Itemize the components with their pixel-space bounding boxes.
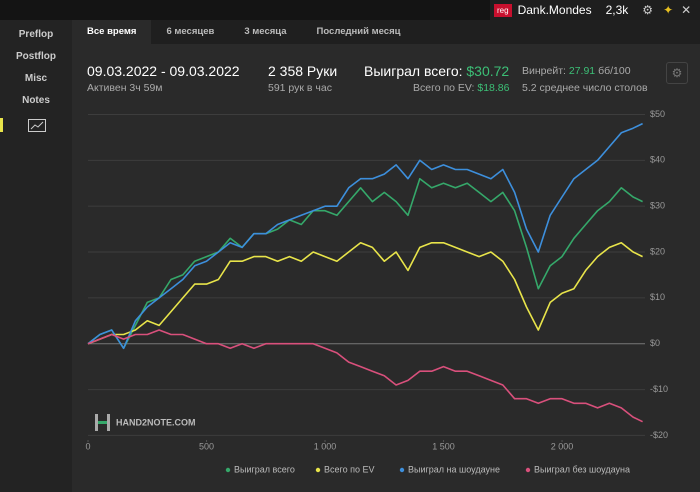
x-tick-label: 1 500 [432, 441, 455, 451]
y-tick-label: -$20 [650, 430, 668, 440]
x-tick-label: 1 000 [314, 441, 337, 451]
active-time: Активен 3ч 59м [87, 82, 163, 94]
watermark-text: HAND2NOTE.COM [116, 417, 196, 427]
legend-label: Всего по EV [324, 464, 374, 474]
legend-label: Выиграл без шоудауна [534, 464, 630, 474]
active-marker [0, 118, 3, 132]
chart-settings[interactable]: ⚙ [666, 62, 688, 84]
tab[interactable]: Все время [72, 20, 152, 44]
tables: 5.2 среднее число столов [522, 82, 648, 94]
won-label: Выиграл всего: [364, 63, 463, 79]
user-count: 2,3k [605, 3, 629, 17]
winrate-value: 27.91 [568, 65, 596, 77]
legend-marker [399, 467, 405, 473]
tab[interactable]: 3 месяца [244, 26, 287, 37]
won-stat: Выиграл всего: $30.72 [364, 63, 509, 79]
top-bar: reg Dank.Mondes 2,3k ⚙ ✦ ✕ [0, 0, 700, 20]
y-tick-label: $30 [650, 201, 665, 211]
settings-icon[interactable]: ⚙ [642, 3, 654, 17]
legend-marker [315, 467, 321, 473]
legend-label: Выиграл на шоудауне [408, 464, 500, 474]
won-value: $30.72 [466, 63, 510, 79]
series-line [87, 329, 643, 423]
hands-per-hour: 591 рук в час [268, 82, 332, 94]
sidebar-item[interactable]: Misc [24, 73, 48, 84]
close-icon[interactable]: ✕ [681, 3, 692, 17]
x-tick-label: 0 [85, 441, 90, 451]
sidebar-item[interactable]: Preflop [18, 29, 54, 40]
hands: 2 358 Руки [268, 63, 338, 79]
pin-icon[interactable]: ✦ [663, 3, 674, 17]
ev-value: $18.86 [477, 82, 510, 94]
x-tick-label: 500 [199, 441, 214, 451]
tab[interactable]: Последний месяц [316, 26, 401, 37]
sidebar-item[interactable]: Notes [22, 95, 50, 106]
sidebar-item[interactable]: Postflop [16, 51, 56, 62]
winrate-stat: Винрейт: 27.91 бб/100 [522, 65, 631, 77]
ev-label: Всего по EV: [413, 82, 475, 94]
tabs: Все время 6 месяцев 3 месяца Последний м… [72, 20, 700, 44]
series-line [87, 242, 643, 345]
date-range: 09.03.2022 - 09.03.2022 [87, 63, 240, 79]
legend-marker [225, 467, 231, 473]
legend-marker [525, 467, 531, 473]
sidebar: Preflop Postflop Misc Notes [0, 20, 72, 492]
y-tick-label: -$10 [650, 384, 668, 394]
user-panel: reg Dank.Mondes 2,3k ⚙ ✦ ✕ [490, 0, 700, 20]
winrate-unit: бб/100 [598, 65, 631, 77]
watermark: HAND2NOTE.COM [95, 414, 196, 431]
series-line [87, 177, 643, 350]
y-tick-label: $50 [650, 109, 665, 119]
user-name[interactable]: Dank.Mondes [517, 3, 592, 17]
winrate-label: Винрейт: [522, 65, 566, 77]
ev-stat: Всего по EV: $18.86 [413, 82, 509, 94]
legend-label: Выиграл всего [234, 464, 295, 474]
tab[interactable]: 6 месяцев [166, 26, 215, 37]
x-tick-label: 2 000 [551, 441, 574, 451]
graph-icon[interactable] [28, 119, 46, 132]
badge: reg [494, 3, 512, 17]
y-tick-label: $40 [650, 155, 665, 165]
y-tick-label: $20 [650, 246, 665, 256]
y-tick-label: $10 [650, 292, 665, 302]
y-tick-label: $0 [650, 338, 660, 348]
series-line [87, 122, 643, 350]
